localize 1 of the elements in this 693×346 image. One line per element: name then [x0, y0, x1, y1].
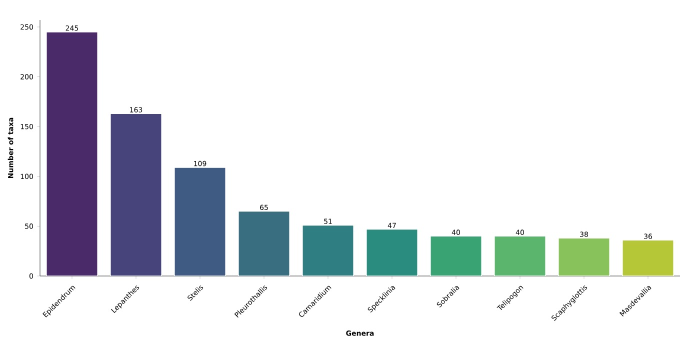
bar: [238, 210, 290, 276]
